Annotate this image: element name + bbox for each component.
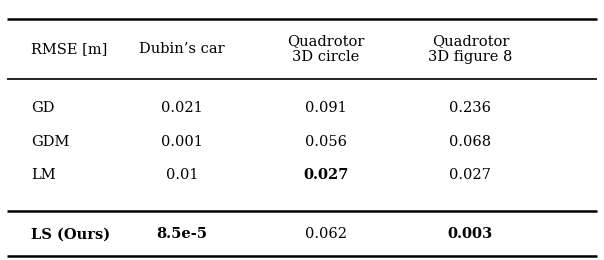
Text: RMSE [m]: RMSE [m] (31, 42, 108, 56)
Text: 0.001: 0.001 (161, 135, 203, 148)
Text: Dubin’s car: Dubin’s car (139, 42, 225, 56)
Text: 8.5e-5: 8.5e-5 (156, 227, 207, 241)
Text: GDM: GDM (31, 135, 70, 148)
Text: 0.062: 0.062 (305, 227, 347, 241)
Text: 0.027: 0.027 (449, 168, 491, 182)
Text: 0.091: 0.091 (305, 101, 347, 115)
Text: 0.01: 0.01 (165, 168, 198, 182)
Text: 0.068: 0.068 (449, 135, 492, 148)
Text: 0.027: 0.027 (303, 168, 349, 182)
Text: 0.056: 0.056 (305, 135, 347, 148)
Text: GD: GD (31, 101, 55, 115)
Text: Quadrotor
3D figure 8: Quadrotor 3D figure 8 (428, 34, 513, 64)
Text: Quadrotor
3D circle: Quadrotor 3D circle (288, 34, 365, 64)
Text: 0.236: 0.236 (449, 101, 491, 115)
Text: LS (Ours): LS (Ours) (31, 227, 111, 241)
Text: 0.003: 0.003 (448, 227, 493, 241)
Text: LM: LM (31, 168, 56, 182)
Text: 0.021: 0.021 (161, 101, 202, 115)
